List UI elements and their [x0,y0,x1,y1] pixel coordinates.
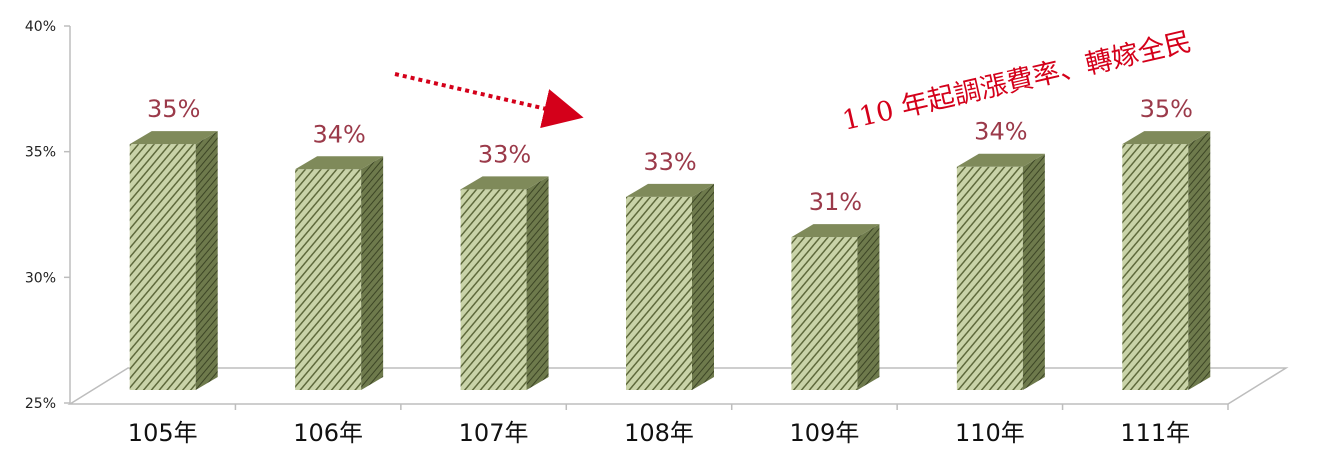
bar-top [626,183,714,197]
bar-top [295,156,384,170]
bar-top [129,131,218,145]
bar-side [857,224,880,390]
bar-front [1122,144,1189,390]
bar-front [956,166,1023,390]
bar-top [1122,131,1211,145]
bar-side [526,176,549,390]
x-tick-label: 111年 [1120,419,1190,447]
data-label: 35% [1140,95,1193,123]
x-tick-label: 106年 [293,419,363,447]
bar [460,176,549,390]
data-label: 34% [974,118,1027,146]
bar [129,131,218,391]
y-tick-label: 30% [25,270,56,286]
bar-front [460,189,527,390]
x-tick-label: 110年 [955,419,1025,447]
bar [626,183,714,390]
data-label: 34% [312,120,365,148]
bar-side [361,156,384,390]
bar [295,156,384,390]
bar-top [791,224,880,238]
x-tick-label: 108年 [624,419,694,447]
bar-side [1188,131,1211,391]
data-label: 33% [643,148,696,176]
bar [1122,131,1211,391]
x-tick-label: 105年 [128,419,198,447]
bar-front [626,196,692,390]
y-tick-label: 35% [25,145,56,161]
bar [791,224,880,390]
bar-top [460,176,549,190]
x-tick-label: 107年 [459,419,529,447]
bar-side [195,131,218,391]
bar-front [295,169,362,390]
y-tick-label: 40% [25,19,56,35]
x-tick-label: 109年 [790,419,860,447]
y-tick-label: 25% [25,396,56,412]
data-label: 33% [478,140,531,168]
bar-front [129,144,196,390]
bar [956,153,1045,390]
bar-side [1022,153,1045,390]
data-label: 35% [147,95,200,123]
bar-side [692,183,714,390]
bar-front [791,237,858,390]
data-label: 31% [809,188,862,216]
bar-top [956,153,1045,167]
trend-arrow [394,72,584,129]
